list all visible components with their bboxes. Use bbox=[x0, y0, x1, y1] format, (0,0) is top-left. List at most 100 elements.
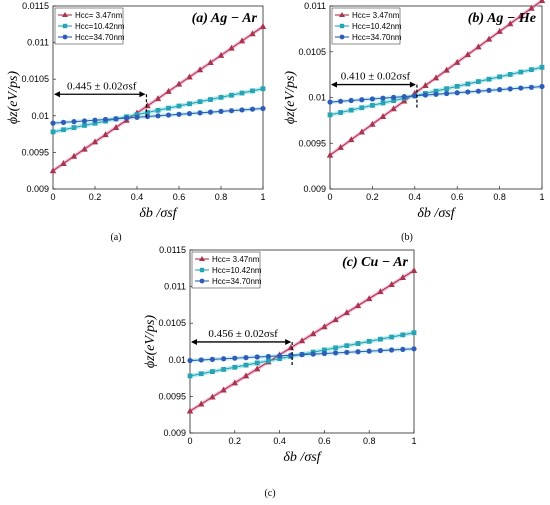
x-tick-label: 0.2 bbox=[229, 436, 242, 446]
data-point bbox=[327, 99, 333, 105]
data-point bbox=[379, 112, 387, 119]
data-point bbox=[475, 88, 481, 94]
x-tick-label: 0.2 bbox=[89, 192, 102, 202]
data-point bbox=[50, 120, 56, 126]
data-point bbox=[238, 37, 246, 44]
data-point bbox=[389, 334, 394, 340]
arrow-head-right bbox=[409, 81, 416, 88]
data-point bbox=[378, 336, 383, 342]
legend-marker bbox=[339, 34, 345, 40]
data-point bbox=[485, 35, 493, 42]
data-point bbox=[232, 355, 238, 361]
data-point bbox=[71, 125, 77, 130]
data-point bbox=[369, 96, 375, 102]
data-point bbox=[366, 348, 372, 354]
data-point bbox=[410, 266, 418, 273]
data-point bbox=[82, 123, 87, 128]
data-point bbox=[355, 341, 361, 346]
data-point bbox=[486, 87, 492, 94]
x-tick-label: 0.8 bbox=[493, 192, 506, 202]
data-point bbox=[344, 349, 350, 355]
data-point bbox=[333, 350, 339, 356]
data-point bbox=[102, 131, 109, 138]
panel-caption: (c) bbox=[264, 488, 275, 499]
y-tick-label: 0.0115 bbox=[22, 1, 49, 11]
data-point bbox=[326, 151, 334, 158]
data-point bbox=[92, 117, 98, 123]
data-point bbox=[507, 20, 514, 27]
data-point bbox=[112, 123, 120, 130]
y-tick-label: 0.01 bbox=[168, 355, 186, 365]
x-tick-label: 0.6 bbox=[173, 192, 186, 202]
data-point bbox=[411, 346, 417, 352]
data-point bbox=[123, 115, 130, 121]
y-axis-label: ϕz(eV/ps) bbox=[143, 315, 158, 368]
data-point bbox=[354, 302, 362, 309]
y-tick-label: 0.0105 bbox=[298, 47, 326, 57]
data-point bbox=[207, 109, 214, 115]
data-point bbox=[198, 400, 205, 407]
data-point bbox=[50, 129, 56, 135]
data-point bbox=[518, 69, 524, 75]
data-point bbox=[486, 76, 492, 82]
y-tick-label: 0.009 bbox=[26, 184, 49, 194]
data-point bbox=[176, 111, 182, 117]
x-tick-label: 0.8 bbox=[363, 436, 376, 446]
arrow-head-right bbox=[139, 91, 146, 98]
legend-marker bbox=[199, 267, 205, 273]
data-point bbox=[239, 107, 245, 113]
x-tick-label: 1 bbox=[411, 436, 416, 446]
x-axis-label: δb /σsf bbox=[417, 206, 456, 221]
data-point bbox=[60, 159, 67, 166]
data-point bbox=[113, 116, 119, 122]
annotation-label: 0.410 ± 0.02σsf bbox=[341, 71, 411, 83]
arrow-head-left bbox=[54, 91, 60, 98]
data-point bbox=[144, 113, 151, 120]
chart-panel-a: 0 0.2 0.4 0.6 0.8 1 0.009 0.0095 0.01 0.0105 0.011… bbox=[6, 1, 267, 243]
x-tick-label: 0 bbox=[187, 436, 192, 446]
x-tick-label: 1 bbox=[260, 192, 265, 202]
legend-marker bbox=[199, 278, 205, 284]
data-point bbox=[196, 66, 204, 73]
legend-marker bbox=[199, 256, 205, 261]
legend-label: Hcc=10.42nm bbox=[352, 22, 402, 31]
data-point bbox=[242, 372, 250, 379]
arrow-head-left bbox=[191, 338, 197, 345]
x-tick-label: 0.6 bbox=[451, 192, 464, 202]
data-point bbox=[81, 145, 88, 152]
data-point bbox=[220, 386, 227, 393]
data-point bbox=[197, 99, 203, 105]
data-point bbox=[231, 379, 238, 386]
y-tick-label: 0.009 bbox=[163, 428, 186, 438]
panel-title: (c) Cu − Ar bbox=[342, 255, 408, 270]
data-point bbox=[400, 346, 406, 353]
x-tick-label: 0.8 bbox=[215, 192, 228, 202]
data-point bbox=[433, 88, 439, 94]
data-point bbox=[187, 101, 192, 107]
data-point bbox=[539, 64, 545, 70]
data-point bbox=[529, 67, 534, 73]
data-point bbox=[359, 97, 365, 103]
data-point bbox=[198, 371, 204, 377]
data-point bbox=[49, 167, 57, 174]
y-tick-label: 0.011 bbox=[304, 1, 326, 11]
data-point bbox=[528, 84, 535, 90]
data-point bbox=[432, 74, 440, 81]
data-point bbox=[277, 356, 282, 362]
data-point bbox=[507, 86, 513, 92]
data-point bbox=[239, 90, 245, 96]
data-point bbox=[209, 356, 215, 362]
data-point bbox=[254, 360, 260, 366]
data-point bbox=[165, 112, 172, 118]
x-tick-label: 0.2 bbox=[366, 192, 379, 202]
y-tick-label: 0.0105 bbox=[21, 74, 49, 84]
data-point bbox=[348, 107, 354, 113]
y-tick-label: 0.01 bbox=[31, 111, 49, 121]
data-point bbox=[299, 352, 305, 358]
y-tick-label: 0.0115 bbox=[159, 245, 186, 255]
data-point bbox=[344, 343, 350, 349]
data-point bbox=[207, 59, 214, 66]
data-point bbox=[380, 95, 386, 101]
arrow-head-right bbox=[285, 338, 292, 345]
